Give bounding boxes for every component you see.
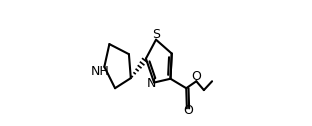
Text: S: S [152,28,160,41]
Text: N: N [146,77,156,90]
Text: NH: NH [91,65,110,78]
Text: O: O [191,70,201,83]
Text: O: O [183,104,193,117]
